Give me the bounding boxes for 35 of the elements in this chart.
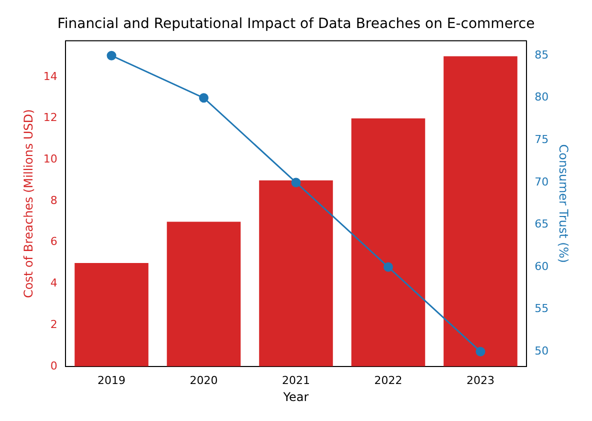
point: [383, 262, 393, 272]
chart-title: Financial and Reputational Impact of Data Breaches on E-commerce: [57, 16, 535, 32]
y2-axis-title: Consumer Trust (%): [556, 144, 571, 263]
bar: [444, 56, 518, 366]
bar: [259, 180, 333, 366]
y-tick-label: 0: [50, 359, 58, 372]
point: [199, 93, 209, 103]
point: [291, 178, 301, 188]
y-tick-label: 8: [50, 194, 58, 207]
x-tick-label: 2022: [374, 374, 402, 387]
point: [106, 50, 116, 60]
bar: [166, 222, 241, 366]
x-tick-label: 2020: [190, 374, 218, 387]
y2-tick-label: 75: [534, 133, 549, 146]
y-axis-title: Cost of Breaches (Millions USD): [21, 109, 36, 298]
x-tick-label: 2019: [98, 374, 126, 387]
y-tick-label: 14: [43, 70, 58, 83]
y2-tick-label: 65: [534, 218, 549, 231]
x-axis-title: Year: [282, 390, 309, 404]
bar: [351, 118, 426, 366]
y-tick-label: 6: [50, 235, 58, 248]
y2-tick-label: 50: [534, 344, 549, 358]
y2-tick-label: 60: [534, 260, 549, 273]
y2-tick-label: 55: [534, 302, 549, 316]
x-tick-label: 2023: [466, 374, 494, 387]
y2-tick-label: 70: [534, 175, 549, 188]
point: [476, 346, 486, 356]
y-tick-label: 2: [50, 318, 58, 331]
y2-tick-label: 85: [534, 48, 549, 62]
x-tick-label: 2021: [282, 374, 310, 387]
y-tick-label: 12: [43, 111, 58, 124]
y2-tick-label: 80: [534, 90, 549, 104]
y-tick-label: 10: [43, 152, 58, 166]
y-tick-label: 4: [50, 276, 58, 290]
bar: [74, 263, 148, 366]
